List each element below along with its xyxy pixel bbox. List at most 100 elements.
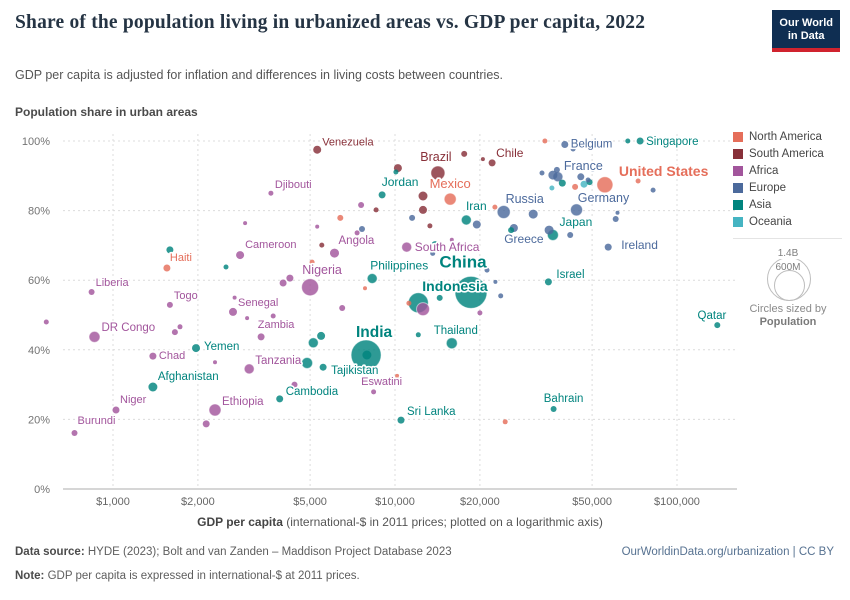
point-ethiopia[interactable] — [208, 403, 222, 417]
point-unlabeled[interactable] — [477, 310, 483, 316]
point-tajikistan[interactable] — [319, 363, 327, 371]
point-bahrain[interactable] — [550, 406, 557, 412]
point-label-haiti[interactable]: Haiti — [168, 250, 193, 265]
point-afghanistan[interactable] — [148, 382, 158, 392]
point-unlabeled[interactable] — [472, 220, 481, 229]
point-unlabeled[interactable] — [177, 324, 183, 330]
point-label-zambia[interactable]: Zambia — [256, 317, 297, 332]
point-russia[interactable] — [496, 205, 511, 219]
point-label-thailand[interactable]: Thailand — [432, 324, 479, 339]
point-unlabeled[interactable] — [291, 381, 298, 388]
point-label-qatar[interactable]: Qatar — [696, 309, 728, 324]
point-unlabeled[interactable] — [373, 207, 379, 213]
point-unlabeled[interactable] — [419, 205, 427, 214]
point-label-greece[interactable]: Greece — [503, 230, 546, 247]
point-philippines[interactable] — [366, 273, 378, 284]
point-unlabeled[interactable] — [542, 138, 548, 144]
legend-item-oceania[interactable]: Oceania — [733, 216, 848, 228]
point-unlabeled[interactable] — [409, 214, 416, 221]
point-label-tanzania[interactable]: Tanzania — [254, 353, 304, 368]
point-label-liberia[interactable]: Liberia — [94, 275, 131, 290]
point-unlabeled[interactable] — [232, 295, 237, 300]
point-label-tajikistan[interactable]: Tajikistan — [330, 364, 381, 379]
point-label-burundi[interactable]: Burundi — [76, 413, 117, 428]
point-label-niger[interactable]: Niger — [118, 392, 148, 407]
point-zambia[interactable] — [257, 333, 265, 341]
point-unlabeled[interactable] — [286, 274, 294, 282]
point-singapore[interactable] — [636, 137, 644, 145]
point-label-angola[interactable]: Angola — [337, 234, 377, 249]
point-dr-congo[interactable] — [88, 330, 101, 343]
point-tanzania[interactable] — [243, 363, 255, 375]
point-israel[interactable] — [544, 278, 552, 286]
point-unlabeled[interactable] — [307, 337, 319, 349]
point-chile[interactable] — [488, 159, 496, 167]
point-unlabeled[interactable] — [502, 419, 508, 425]
point-unlabeled[interactable] — [202, 420, 210, 428]
legend-item-asia[interactable]: Asia — [733, 199, 848, 211]
point-label-cameroon[interactable]: Cameroon — [244, 238, 299, 253]
point-unlabeled[interactable] — [461, 150, 468, 157]
point-haiti[interactable] — [163, 264, 171, 272]
point-iran[interactable] — [460, 214, 472, 226]
legend-item-europe[interactable]: Europe — [733, 182, 848, 194]
point-label-united-states[interactable]: United States — [617, 161, 710, 180]
point-unlabeled[interactable] — [625, 138, 631, 144]
point-unlabeled[interactable] — [508, 227, 515, 234]
point-label-iran[interactable]: Iran — [464, 197, 488, 214]
point-burundi[interactable] — [71, 430, 78, 436]
point-label-dr-congo[interactable]: DR Congo — [100, 320, 157, 335]
point-label-djibouti[interactable]: Djibouti — [273, 178, 313, 193]
point-germany[interactable] — [570, 203, 583, 217]
footer-link[interactable]: OurWorldinData.org/urbanization | CC BY — [621, 546, 834, 558]
point-unlabeled[interactable] — [436, 294, 443, 301]
point-liberia[interactable] — [88, 289, 95, 295]
point-unlabeled[interactable] — [580, 180, 588, 188]
legend-item-north-america[interactable]: North America — [733, 131, 848, 143]
point-unlabeled[interactable] — [558, 179, 566, 187]
point-label-ethiopia[interactable]: Ethiopia — [220, 394, 265, 409]
point-china[interactable] — [454, 275, 488, 309]
point-unlabeled[interactable] — [418, 191, 428, 201]
point-label-bahrain[interactable]: Bahrain — [542, 391, 585, 406]
point-unlabeled[interactable] — [498, 293, 504, 299]
legend-item-africa[interactable]: Africa — [733, 165, 848, 177]
point-jordan[interactable] — [378, 191, 386, 199]
point-unlabeled[interactable] — [337, 214, 344, 221]
point-unlabeled[interactable] — [493, 279, 498, 284]
point-unlabeled[interactable] — [430, 250, 436, 256]
point-label-japan[interactable]: Japan — [558, 213, 594, 230]
point-unlabeled[interactable] — [544, 225, 554, 235]
point-unlabeled[interactable] — [213, 360, 217, 365]
point-label-jordan[interactable]: Jordan — [380, 173, 420, 190]
point-unlabeled[interactable] — [301, 357, 314, 369]
point-unlabeled[interactable] — [452, 329, 457, 334]
point-unlabeled[interactable] — [223, 264, 229, 270]
point-unlabeled[interactable] — [567, 232, 574, 238]
point-brazil[interactable] — [430, 165, 446, 181]
point-label-cambodia[interactable]: Cambodia — [284, 384, 340, 399]
point-mexico[interactable] — [443, 192, 457, 206]
point-yemen[interactable] — [192, 344, 200, 353]
point-label-chad[interactable]: Chad — [157, 349, 186, 364]
point-eswatini[interactable] — [371, 389, 377, 395]
point-label-venezuela[interactable]: Venezuela — [321, 135, 376, 150]
point-unlabeled[interactable] — [166, 246, 174, 254]
point-label-ireland[interactable]: Ireland — [620, 237, 660, 254]
point-unlabeled[interactable] — [492, 204, 498, 210]
point-unlabeled[interactable] — [354, 230, 360, 236]
point-unlabeled[interactable] — [319, 242, 325, 248]
point-unlabeled[interactable] — [43, 319, 49, 325]
point-unlabeled[interactable] — [548, 170, 558, 180]
point-label-yemen[interactable]: Yemen — [202, 340, 241, 355]
point-label-belgium[interactable]: Belgium — [569, 137, 614, 152]
point-south-africa[interactable] — [401, 241, 413, 253]
point-venezuela[interactable] — [313, 145, 322, 154]
point-unlabeled[interactable] — [362, 350, 372, 360]
point-cameroon[interactable] — [236, 251, 245, 260]
point-label-india[interactable]: India — [354, 322, 394, 342]
point-label-sri-lanka[interactable]: Sri Lanka — [405, 405, 457, 420]
point-label-south-africa[interactable]: South Africa — [413, 239, 481, 256]
point-label-philippines[interactable]: Philippines — [369, 257, 430, 274]
point-label-singapore[interactable]: Singapore — [644, 134, 700, 149]
